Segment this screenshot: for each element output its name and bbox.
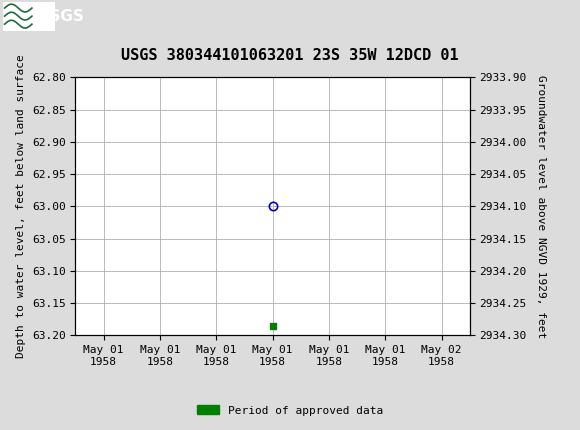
Y-axis label: Depth to water level, feet below land surface: Depth to water level, feet below land su…	[16, 55, 26, 358]
Y-axis label: Groundwater level above NGVD 1929, feet: Groundwater level above NGVD 1929, feet	[536, 75, 546, 338]
Text: USGS 380344101063201 23S 35W 12DCD 01: USGS 380344101063201 23S 35W 12DCD 01	[121, 49, 459, 63]
FancyBboxPatch shape	[3, 2, 55, 31]
Legend: Period of approved data: Period of approved data	[193, 401, 387, 420]
Text: USGS: USGS	[38, 9, 85, 24]
